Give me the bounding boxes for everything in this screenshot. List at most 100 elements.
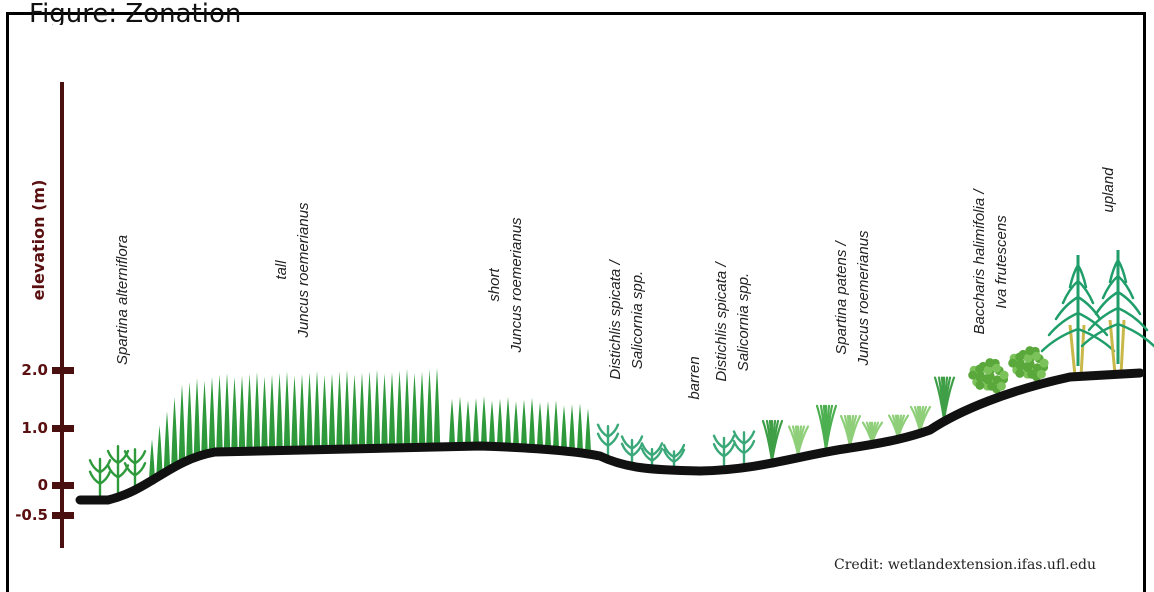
pine-tree <box>1080 250 1154 375</box>
sprout-plant <box>596 423 620 458</box>
zone-label-spartina-patens: Spartina patens / Juncus roemerianus <box>833 230 872 367</box>
zone-label-line: Spartina alterniflora <box>114 235 131 365</box>
grass-blade <box>521 399 527 446</box>
grass-blade <box>231 377 238 450</box>
grass-blade <box>403 368 411 446</box>
grass-blade <box>489 400 495 445</box>
figure-caption: Figure: Zonation <box>29 1 242 25</box>
grass-blade <box>186 381 193 458</box>
sprout-plant <box>88 457 112 499</box>
grass-blade <box>381 373 388 447</box>
grass-blade <box>373 369 381 447</box>
zone-label-spartina-alterniflora: Spartina alterniflora <box>114 235 131 365</box>
grass-blade <box>561 405 567 450</box>
sprout-plant <box>640 442 664 469</box>
sprout-plant <box>662 443 686 469</box>
grass-blade <box>513 401 519 446</box>
zone-label-distichlis-2: Distichlis spicata / Salicornia spp. <box>713 261 752 382</box>
pine-tree <box>1040 255 1116 377</box>
grass-blade <box>178 384 186 460</box>
grass-blade <box>283 371 291 449</box>
credit-text: Credit: wetlandextension.ifas.ufl.edu <box>834 557 1096 573</box>
zone-label-baccharis: Baccharis halimifolia / Iva frutescens <box>971 188 1010 335</box>
grass-blade <box>298 374 306 449</box>
grass-blade <box>388 371 396 446</box>
grass-blade <box>193 378 201 456</box>
grass-blade <box>351 374 358 447</box>
grass-tuft <box>787 425 810 456</box>
grass-blade <box>238 375 246 450</box>
grass-blade <box>553 400 559 449</box>
grass-blade <box>505 396 511 445</box>
zone-label-line: short <box>486 268 503 302</box>
grass-blade <box>537 402 543 446</box>
grass-blade <box>411 372 418 446</box>
grass-blade <box>585 408 591 453</box>
axis-tick <box>52 512 74 519</box>
axis-title: elevation (m) <box>29 180 48 301</box>
ground-profile <box>75 368 1145 505</box>
axis-tick <box>52 425 74 432</box>
sprout-plant <box>123 448 147 491</box>
grass-blade <box>358 372 366 447</box>
grass-blade <box>216 374 223 450</box>
grass-blade <box>261 376 268 449</box>
grass-tuft <box>761 419 784 463</box>
zone-label-line: Distichlis spicata / <box>607 259 624 380</box>
grass-tuft <box>839 414 862 448</box>
grass-blade <box>223 372 231 450</box>
grass-blade <box>449 398 455 445</box>
grass-blade <box>208 376 216 451</box>
grass-blade <box>343 370 351 448</box>
grass-blade <box>577 403 583 452</box>
grass-blade <box>569 404 575 451</box>
grass-blade <box>171 397 178 465</box>
grass-blade <box>481 396 487 445</box>
zone-label-upland: upland <box>1100 167 1117 213</box>
zone-label-line: Distichlis spicata / <box>713 261 730 382</box>
grass-blade <box>276 373 283 449</box>
zone-label-line: upland <box>1100 167 1117 213</box>
sprout-plant <box>732 430 756 466</box>
zone-label-line: Juncus roemerianus <box>855 230 872 367</box>
zone-label-distichlis-1: Distichlis spicata / Salicornia spp. <box>607 259 646 380</box>
grass-blade <box>418 371 426 446</box>
axis-tick <box>52 482 74 489</box>
grass-blade <box>148 439 156 485</box>
grass-blade <box>201 380 208 453</box>
grass-blade <box>246 373 253 450</box>
diagram-frame: Figure: Zonation <box>6 1 1146 592</box>
grass-blade <box>426 369 433 446</box>
grass-blade <box>291 375 298 449</box>
axis-tick <box>52 367 74 374</box>
tick-label: 0 <box>38 476 48 494</box>
grass-blade <box>156 425 163 478</box>
grass-blade <box>163 411 171 472</box>
grass-blade <box>321 375 328 448</box>
zone-label-line: Salicornia spp. <box>629 271 646 369</box>
zone-label-line: barren <box>686 356 703 399</box>
grass-blade <box>313 370 321 448</box>
zone-label-tall-juncus: tall Juncus roemerianus <box>273 202 312 339</box>
zone-label-line: tall <box>273 260 290 280</box>
shrub <box>968 358 1009 394</box>
zone-label-line: Spartina patens / <box>833 239 850 354</box>
zonation-diagram: 2.0 1.0 0 -0.5 elevation (m) Spartina altern… <box>15 82 1154 548</box>
grass-blade <box>336 371 343 448</box>
grass-blade <box>366 371 373 447</box>
zone-label-line: Juncus roemerianus <box>508 217 525 354</box>
grass-blade <box>457 396 463 445</box>
grass-blade <box>529 397 535 446</box>
zone-label-line: Juncus roemerianus <box>295 202 312 339</box>
grass-blade <box>328 373 336 448</box>
elevation-axis: 2.0 1.0 0 -0.5 elevation (m) <box>15 82 74 548</box>
grass-blade <box>306 372 313 448</box>
zone-label-line: Salicornia spp. <box>735 273 752 371</box>
grass-blade <box>396 370 403 446</box>
zone-label-line: Iva frutescens <box>993 215 1010 309</box>
grass-tuft <box>933 376 956 421</box>
grass-blade <box>433 367 441 445</box>
grass-blade <box>253 372 261 450</box>
sprout-plant <box>712 434 736 468</box>
shrub <box>1008 346 1049 382</box>
